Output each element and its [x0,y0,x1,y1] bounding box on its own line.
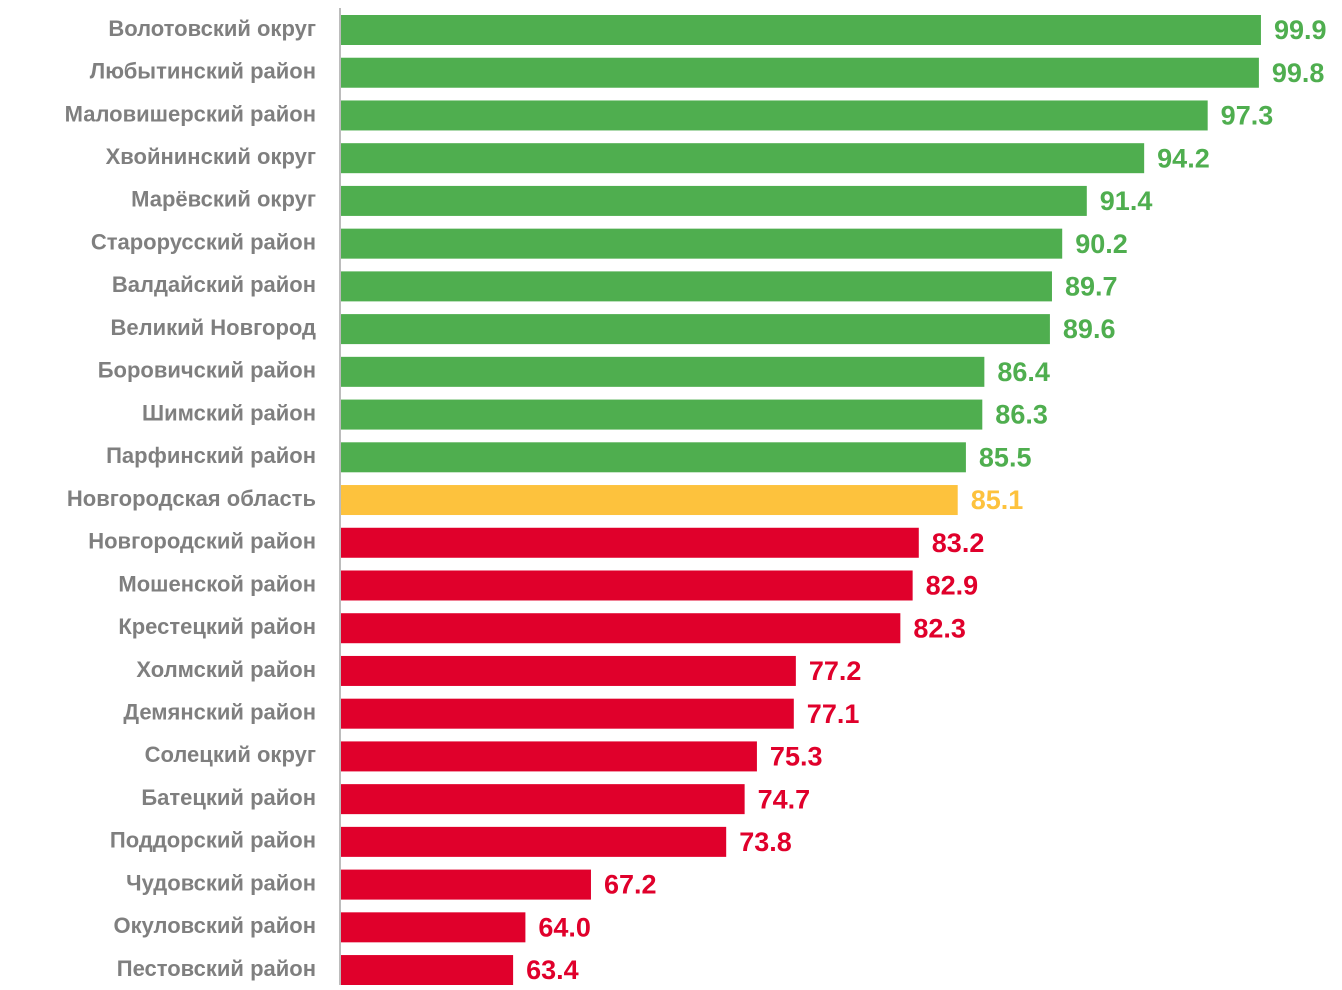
bar [341,57,1259,88]
value-label: 74.7 [758,784,811,814]
category-label: Маловишерский район [65,101,316,126]
category-label: Новгородский район [88,529,316,554]
value-label: 64.0 [538,912,591,942]
bar [341,527,919,558]
bar [341,869,591,900]
bar [341,912,526,943]
value-label: 63.4 [526,955,579,985]
value-label: 75.3 [770,742,823,772]
bar [341,442,966,473]
value-label: 82.3 [913,613,966,643]
value-label: 90.2 [1075,229,1128,259]
bar [341,185,1087,216]
value-label: 86.4 [997,357,1050,387]
category-label: Батецкий район [141,785,316,810]
bar [341,655,796,686]
bar [341,356,985,387]
value-label: 99.8 [1272,58,1325,88]
value-label: 85.1 [971,485,1024,515]
category-label: Холмский район [136,657,316,682]
category-label: Боровичский район [98,358,316,383]
category-label: Любытинский район [90,59,316,84]
bar [341,143,1145,174]
value-label: 99.9 [1274,15,1327,45]
category-label: Старорусский район [91,229,316,254]
bar [341,784,745,815]
bar [341,570,913,601]
category-label: Парфинский район [106,443,316,468]
category-label: Великий Новгород [110,315,316,340]
category-label: Хвойнинский округ [106,144,316,169]
category-label: Окуловский район [113,913,316,938]
bar [341,698,794,729]
value-label: 83.2 [932,528,985,558]
value-label: 77.2 [809,656,862,686]
category-label: Шимский район [142,400,316,425]
category-label: Демянский район [123,699,316,724]
category-label: Валдайский район [112,272,316,297]
category-label: Крестецкий район [118,614,316,639]
category-label: Пестовский район [117,956,316,981]
category-label: Волотовский округ [108,16,316,41]
bar [341,314,1050,345]
bar [341,485,958,516]
value-label: 89.7 [1065,272,1118,302]
bar [341,100,1208,131]
category-label: Солецкий округ [145,742,316,767]
value-label: 91.4 [1100,186,1153,216]
value-label: 73.8 [739,827,792,857]
bar [341,826,727,857]
bar [341,613,901,644]
bar [341,399,983,430]
category-label: Поддорский район [110,828,316,853]
bar [341,271,1052,302]
category-label: Новгородская область [67,486,316,511]
category-label: Чудовский район [126,870,316,895]
value-label: 97.3 [1221,101,1274,131]
value-label: 67.2 [604,870,657,900]
value-label: 86.3 [995,400,1048,430]
value-label: 85.5 [979,442,1032,472]
category-label: Марёвский округ [131,187,316,212]
bar [341,228,1063,259]
bar [341,955,514,986]
bar [341,741,757,772]
value-label: 94.2 [1157,143,1210,173]
value-label: 77.1 [807,699,860,729]
value-label: 82.9 [926,571,979,601]
category-label: Мошенской район [118,571,316,596]
value-label: 89.6 [1063,314,1116,344]
bar [341,15,1261,45]
